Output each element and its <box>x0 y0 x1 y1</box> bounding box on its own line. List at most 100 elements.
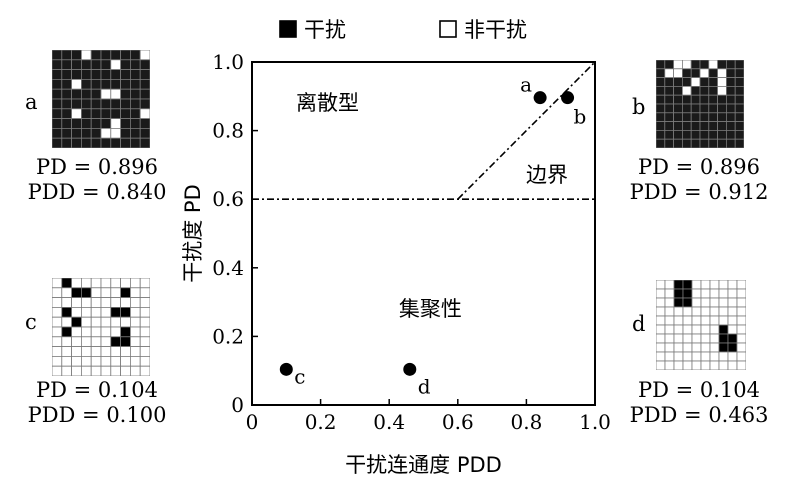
grid-cell <box>120 137 131 148</box>
y-axis-title: 干扰度 PD <box>181 184 205 283</box>
grid-cell <box>110 356 121 367</box>
grid-cell <box>709 360 720 370</box>
grid-cell <box>130 297 141 308</box>
grid-cell <box>100 346 112 357</box>
x-tick-label: 0.6 <box>442 410 474 434</box>
grid-cell <box>691 360 702 370</box>
grid-cell <box>52 326 63 338</box>
x-tick-label: 0.8 <box>510 410 542 434</box>
grid-cell <box>709 351 720 362</box>
point-c <box>279 362 293 376</box>
grid-cell <box>736 333 746 344</box>
grid-cell <box>664 112 675 122</box>
grid-cell <box>120 316 131 328</box>
grid-cell <box>734 68 744 79</box>
grid-cell <box>52 306 63 318</box>
panel-letter-c: c <box>25 310 37 334</box>
grid-cell <box>61 306 73 318</box>
grid-cell <box>130 287 141 299</box>
grid-cell <box>656 60 666 70</box>
grid-cell <box>139 98 150 110</box>
grid-cell <box>691 288 702 299</box>
grid-cell <box>656 342 666 353</box>
grid-cell <box>130 59 141 71</box>
grid-cell <box>61 346 73 357</box>
grid-cell <box>90 59 102 71</box>
grid-cell <box>682 306 693 317</box>
grid-cell <box>90 346 102 357</box>
grid-cell <box>717 138 727 148</box>
grid-cell <box>61 326 73 338</box>
grid-cell <box>656 288 666 299</box>
grid-cell <box>71 78 82 90</box>
grid-cell <box>139 59 150 71</box>
grid-cell <box>52 69 63 80</box>
grid-cell <box>80 297 92 308</box>
grid-cell <box>100 356 112 367</box>
grid-cell <box>130 118 141 129</box>
grid-cell <box>699 130 710 140</box>
grid-cell <box>71 128 82 139</box>
grid-cell <box>673 94 683 105</box>
grid-cell <box>139 128 150 139</box>
grid-cell <box>71 356 82 367</box>
grid-cell <box>90 50 102 61</box>
grid-cell <box>736 306 746 317</box>
grid-cell <box>139 316 150 328</box>
grid-cell <box>90 108 102 119</box>
grid-cell <box>708 112 718 122</box>
grid-cell <box>80 278 92 289</box>
grid-cell <box>664 103 675 114</box>
grid-cell <box>727 306 738 317</box>
grid-cell <box>709 315 720 326</box>
grid-cell <box>656 315 666 326</box>
region-label-2: 集聚性 <box>399 297 462 321</box>
grid-cell <box>673 85 683 96</box>
y-tick-label: 1.0 <box>212 50 244 74</box>
region-label-1: 边界 <box>526 163 568 187</box>
grid-cell <box>139 336 150 347</box>
grid-cell <box>71 297 82 308</box>
grid-cell <box>110 316 121 328</box>
grid-cell <box>700 315 711 326</box>
grid-cell <box>673 280 684 290</box>
grid-cell <box>656 280 666 290</box>
grid-cell <box>80 50 92 61</box>
grid-cell <box>110 137 121 148</box>
grid-cell <box>673 112 683 122</box>
grid-cell <box>130 128 141 139</box>
grid-cell <box>100 108 112 119</box>
grid-cell <box>100 128 112 139</box>
grid-cell <box>709 288 720 299</box>
grid-cell <box>718 333 729 344</box>
panel-letter-d: d <box>632 312 646 336</box>
grid-cell <box>673 297 684 308</box>
panel-pd-c: PD = 0.104 <box>35 378 159 402</box>
grid-cell <box>139 69 150 80</box>
grid-cell <box>690 112 701 122</box>
grid-cell <box>71 346 82 357</box>
grid-cell <box>110 50 121 61</box>
grid-cell <box>718 297 729 308</box>
grid-cell <box>52 59 63 71</box>
grid-cell <box>700 280 711 290</box>
grid-cell <box>717 85 727 96</box>
grid-cell <box>718 342 729 353</box>
grid-cell <box>734 85 744 96</box>
grid-cell <box>80 346 92 357</box>
grid-cell <box>52 108 63 119</box>
boundary-line-1 <box>457 61 596 200</box>
grid-cell <box>130 326 141 338</box>
grid-cell <box>61 78 73 90</box>
grid-cell <box>90 69 102 80</box>
grid-cell <box>734 60 744 70</box>
grid-cell <box>726 112 736 122</box>
grid-cell <box>700 306 711 317</box>
grid-cell <box>664 342 675 353</box>
grid-cell <box>673 288 684 299</box>
grid-cell <box>673 121 683 131</box>
grid-cell <box>120 365 131 376</box>
grid-cell <box>699 85 710 96</box>
grid-cell <box>726 121 736 131</box>
grid-cell <box>734 130 744 140</box>
